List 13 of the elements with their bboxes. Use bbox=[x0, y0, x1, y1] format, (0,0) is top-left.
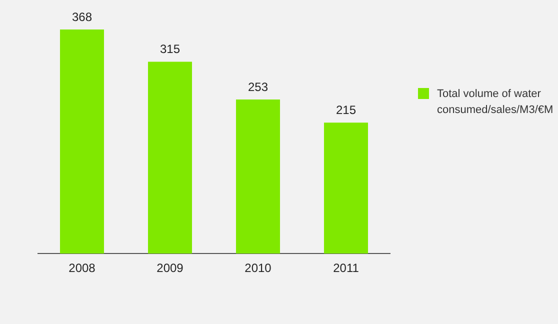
bar bbox=[60, 29, 104, 254]
data-label: 315 bbox=[160, 42, 180, 56]
x-tick-label: 2011 bbox=[333, 261, 360, 276]
bar bbox=[148, 62, 192, 254]
bar bbox=[236, 100, 280, 254]
x-tick-label: 2008 bbox=[68, 261, 96, 276]
bar bbox=[324, 122, 368, 254]
data-label: 253 bbox=[248, 80, 268, 94]
x-tick-label: 2010 bbox=[244, 261, 272, 276]
x-tick-label: 2009 bbox=[156, 261, 184, 276]
legend-label: Total volume of water consumed/sales/M3/€M bbox=[437, 87, 554, 118]
data-label: 368 bbox=[72, 10, 92, 24]
data-label: 215 bbox=[336, 102, 356, 117]
